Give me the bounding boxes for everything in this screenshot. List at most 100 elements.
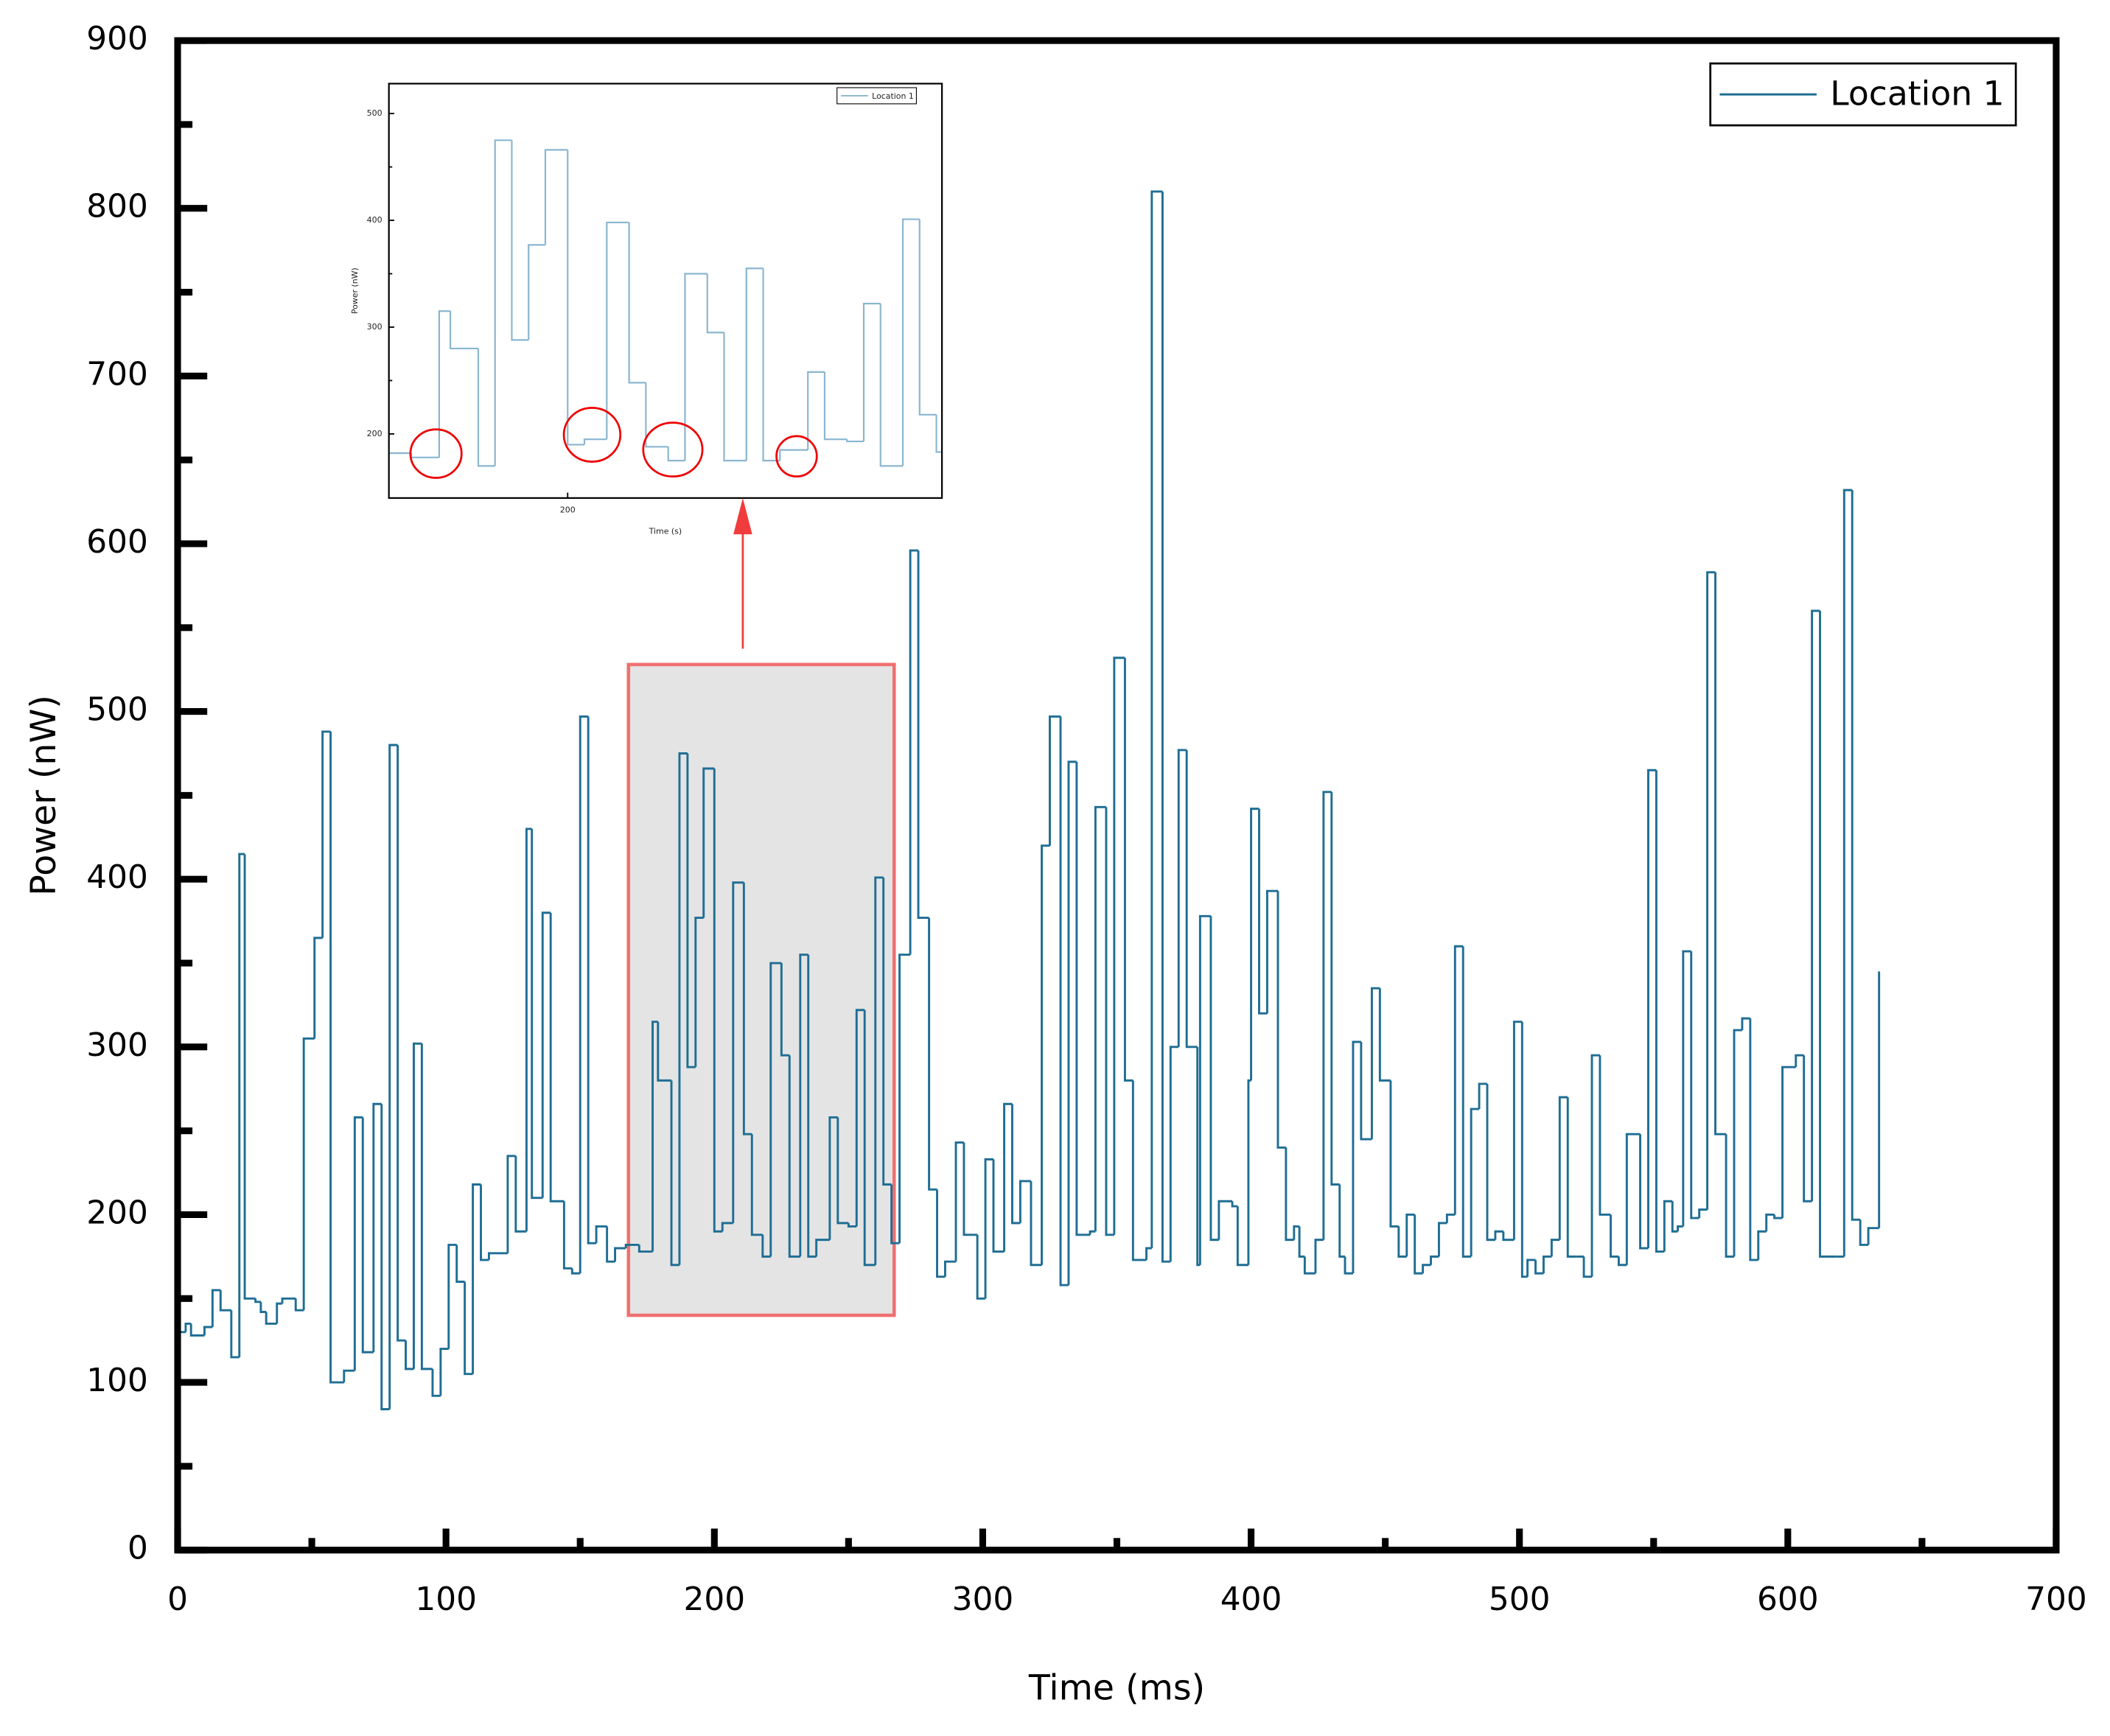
line-step (1639, 1134, 1649, 1250)
line-step (1851, 490, 1861, 1221)
line-step (353, 1116, 363, 1371)
line-step (1314, 1239, 1324, 1274)
annotations (409, 407, 818, 649)
line-step (1330, 791, 1340, 1186)
line-step (694, 917, 704, 1068)
x-tick-label: 300 (952, 1581, 1014, 1618)
line-step (1196, 1046, 1201, 1267)
line-step (321, 730, 331, 938)
inset-line-step (511, 140, 529, 341)
inset-line-step (762, 268, 780, 462)
line-step (1236, 1206, 1248, 1267)
x-tick-label: 600 (1757, 1581, 1819, 1618)
line-step (1250, 808, 1260, 1081)
line-step (1698, 1208, 1708, 1219)
line-step (1706, 571, 1716, 1210)
line-step (1145, 1247, 1152, 1260)
line-step (1617, 1256, 1627, 1267)
inset-line-step (544, 149, 568, 245)
line-step (637, 1245, 653, 1253)
line-step (1265, 889, 1278, 1014)
line-step (412, 1042, 422, 1369)
line-step (1030, 1180, 1042, 1267)
x-tick-label: 400 (1220, 1581, 1282, 1618)
line-step (1590, 1054, 1600, 1277)
line-step (397, 745, 406, 1342)
y-tick-label: 400 (86, 858, 148, 896)
line-step (447, 1243, 457, 1349)
line-step (1169, 1046, 1179, 1262)
y-tick-label: 700 (86, 355, 148, 393)
x-tick-label: 0 (167, 1581, 188, 1618)
line-step (1041, 844, 1050, 1265)
line-step (1655, 770, 1665, 1253)
line-step (388, 743, 398, 1410)
inset-line-step (684, 273, 708, 461)
line-step (1247, 1079, 1251, 1265)
line-step (954, 1141, 964, 1262)
inset-line-step (388, 452, 412, 455)
line-step (243, 854, 256, 1300)
line-step (847, 1222, 857, 1228)
line-step (1781, 1065, 1796, 1219)
x-tick-label: 100 (415, 1581, 477, 1618)
inset-line-step (449, 311, 478, 350)
inset-frame (388, 83, 943, 499)
inset-line-step (779, 449, 808, 461)
line-step (1566, 1097, 1576, 1258)
line-step (670, 1080, 680, 1267)
inset-line-step (606, 221, 629, 440)
line-step (1558, 1096, 1568, 1240)
line-step (1733, 1029, 1742, 1257)
line-step (855, 1009, 865, 1227)
legend-label: Location 1 (1830, 74, 2005, 113)
line-step (1218, 1200, 1233, 1240)
inset-y-tick-label: 400 (367, 215, 382, 225)
line-step (1599, 1055, 1611, 1216)
y-tick-label: 800 (86, 188, 148, 225)
line-step (1741, 1017, 1750, 1031)
line-step (1422, 1264, 1431, 1274)
line-step (189, 1323, 205, 1337)
line-step (1285, 1147, 1294, 1242)
line-step (1019, 1180, 1031, 1223)
inset-background (388, 83, 943, 498)
line-step (898, 953, 911, 1244)
line-step (1397, 1226, 1407, 1258)
inset-line-step (862, 302, 881, 442)
line-step (750, 1134, 763, 1236)
line-step (1003, 1102, 1013, 1252)
line-step (1150, 190, 1163, 1248)
inset-line-step (745, 267, 764, 461)
line-step (372, 1102, 382, 1353)
line-step (1502, 1231, 1515, 1242)
line-step (1185, 749, 1198, 1049)
line-step (1360, 1042, 1372, 1141)
line-step (1113, 657, 1125, 1235)
line-step (313, 937, 323, 1039)
line-step (1089, 1230, 1096, 1235)
line-step (1445, 1214, 1456, 1223)
line-step (1725, 1134, 1735, 1258)
line-step (464, 1281, 473, 1376)
line-step (1625, 1133, 1641, 1265)
line-step (1859, 1219, 1869, 1246)
line-step (1344, 1256, 1353, 1275)
line-step (686, 753, 696, 1068)
line-step (780, 963, 790, 1057)
line-step (265, 1312, 277, 1325)
line-step (1430, 1255, 1439, 1265)
inset-line-step (528, 244, 545, 340)
line-step (624, 1243, 640, 1248)
inset-line-step (823, 371, 848, 441)
inset-legend-label: Location 1 (872, 91, 914, 101)
inset-line-step (706, 273, 724, 334)
line-step (992, 1159, 1005, 1253)
line-step (1610, 1214, 1619, 1258)
line-step (343, 1369, 355, 1383)
line-step (936, 1189, 946, 1278)
line-step (713, 768, 723, 1233)
line-step (1663, 1200, 1673, 1252)
line-step (807, 954, 817, 1258)
line-step (549, 912, 565, 1203)
